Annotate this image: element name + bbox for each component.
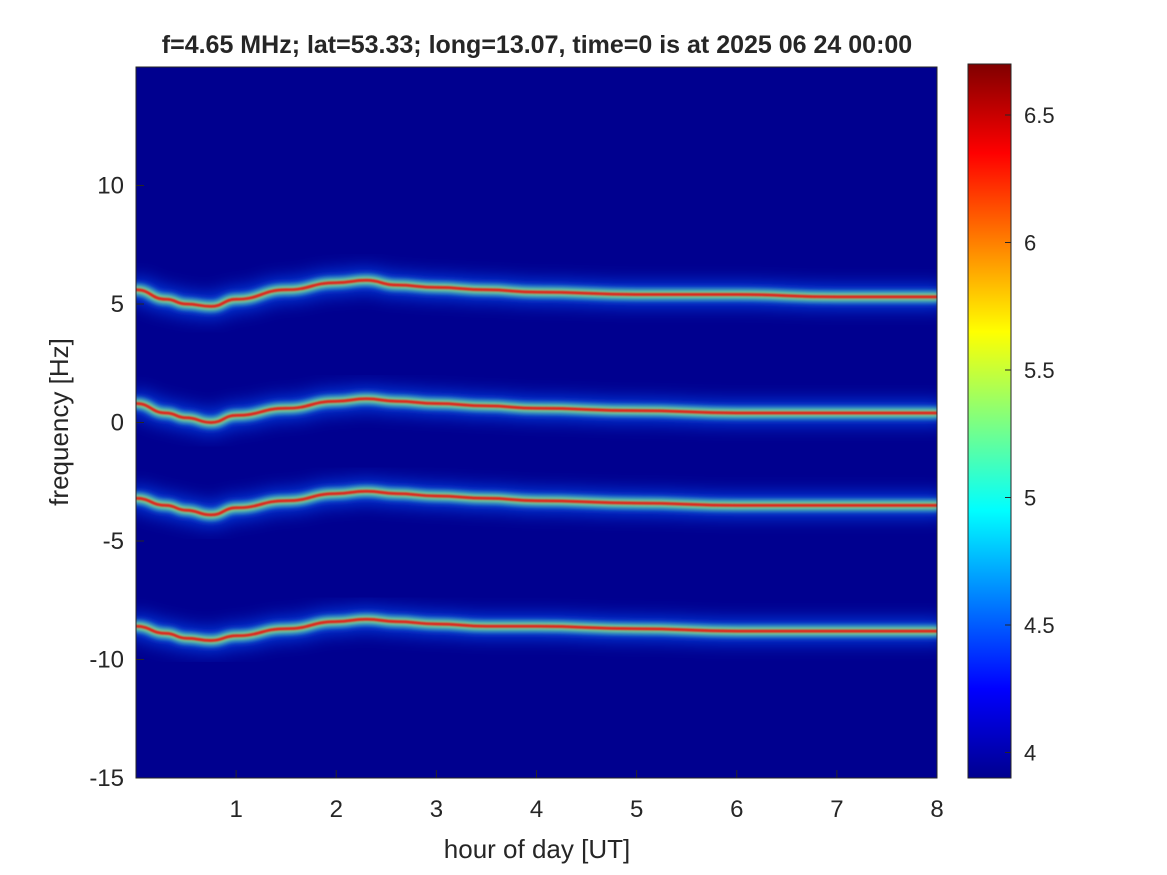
- spectral-trace: [136, 480, 937, 526]
- x-tick-label: 8: [930, 796, 943, 823]
- x-tick-label: 5: [630, 796, 643, 823]
- colorbar: 4 4.5 5 5.5 6 6.5: [967, 63, 1055, 779]
- y-tick-label: -15: [89, 765, 124, 792]
- x-tick-label: 2: [330, 796, 343, 823]
- y-tick-label: 10: [97, 173, 124, 200]
- colorbar-gradient: [968, 64, 1011, 778]
- colorbar-tick-label: 4.5: [1024, 613, 1055, 638]
- y-tick-label: 0: [111, 410, 124, 437]
- colorbar-tick-label: 6: [1024, 231, 1036, 256]
- x-tick-label: 6: [730, 796, 743, 823]
- colorbar-tick-label: 5: [1024, 486, 1036, 511]
- x-tick-label: 4: [530, 796, 543, 823]
- chart-title: f=4.65 MHz; lat=53.33; long=13.07, time=…: [162, 31, 912, 59]
- plot-area: [135, 66, 938, 779]
- colorbar-ticks: 4 4.5 5 5.5 6 6.5: [1005, 103, 1055, 766]
- colorbar-tick-label: 5.5: [1024, 358, 1055, 383]
- spectral-trace: [136, 387, 937, 434]
- trace-layer: [136, 269, 937, 652]
- x-tick-label: 1: [229, 796, 242, 823]
- colorbar-tick-label: 4: [1024, 741, 1036, 766]
- y-axis-ticks: 10 5 0 -5 -10 -15: [89, 173, 144, 792]
- y-tick-label: -5: [103, 528, 124, 555]
- y-tick-label: -10: [89, 647, 124, 674]
- x-tick-label: 7: [830, 796, 843, 823]
- spectral-trace: [136, 608, 937, 652]
- colorbar-frame: [967, 63, 1012, 779]
- colorbar-tick-label: 6.5: [1024, 103, 1055, 128]
- x-axis-label: hour of day [UT]: [444, 834, 630, 864]
- x-tick-label: 3: [430, 796, 443, 823]
- y-axis-label: frequency [Hz]: [44, 338, 74, 506]
- x-axis-ticks: 1 2 3 4 5 6 7 8: [229, 770, 944, 823]
- spectral-trace: [136, 269, 937, 318]
- y-tick-label: 5: [111, 291, 124, 318]
